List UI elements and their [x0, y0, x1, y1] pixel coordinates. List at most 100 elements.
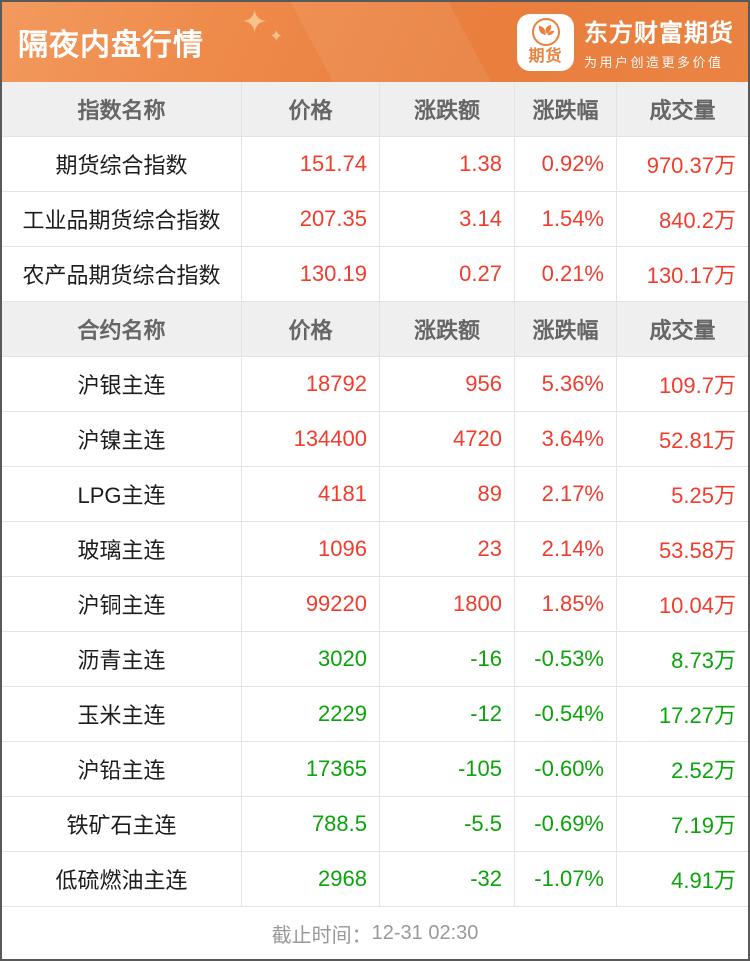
cutoff-time: 截止时间： 12-31 02:30	[2, 907, 748, 959]
contract-name-cell: 沥青主连	[77, 648, 166, 673]
volume-cell: 10.04万	[616, 577, 748, 631]
price-cell: 134400	[241, 412, 379, 466]
volume-cell: 109.7万	[616, 357, 748, 411]
volume-cell: 4.91万	[616, 852, 748, 906]
volume-cell: 52.81万	[616, 412, 748, 466]
table-row: 玉米主连 2229 -12 -0.54% 17.27万	[2, 687, 748, 742]
pct-cell: -1.07%	[514, 852, 616, 906]
pct-cell: 5.36%	[514, 357, 616, 411]
sparkle-icon: ✦	[242, 6, 268, 39]
table-row: 沪银主连 18792 956 5.36% 109.7万	[2, 357, 748, 412]
change-cell: 23	[379, 522, 514, 576]
price-cell: 207.35	[241, 192, 379, 246]
cutoff-time-label: 截止时间：	[271, 924, 372, 947]
pct-cell: 0.21%	[514, 247, 616, 301]
price-cell: 130.19	[241, 247, 379, 301]
table-row: 低硫燃油主连 2968 -32 -1.07% 4.91万	[2, 852, 748, 907]
page-title: 隔夜内盘行情	[18, 29, 204, 62]
col-header-name: 合约名称	[77, 318, 166, 343]
change-cell: 0.27	[379, 247, 514, 301]
change-cell: -105	[379, 742, 514, 796]
volume-cell: 53.58万	[616, 522, 748, 576]
col-header-change: 涨跌额	[379, 82, 514, 136]
price-cell: 2968	[241, 852, 379, 906]
volume-cell: 7.19万	[616, 797, 748, 851]
col-header-change: 涨跌额	[379, 302, 514, 356]
table-row: 沥青主连 3020 -16 -0.53% 8.73万	[2, 632, 748, 687]
volume-cell: 2.52万	[616, 742, 748, 796]
sparkle-icon: ✦	[270, 28, 283, 45]
volume-cell: 130.17万	[616, 247, 748, 301]
price-cell: 18792	[241, 357, 379, 411]
contract-name-cell: LPG主连	[77, 483, 166, 508]
price-cell: 1096	[241, 522, 379, 576]
col-header-pct: 涨跌幅	[514, 82, 616, 136]
price-cell: 2229	[241, 687, 379, 741]
table-row: 期货综合指数 151.74 1.38 0.92% 970.37万	[2, 137, 748, 192]
change-cell: -32	[379, 852, 514, 906]
brand-name: 东方财富期货	[584, 20, 734, 47]
pct-cell: -0.54%	[514, 687, 616, 741]
pct-cell: 0.92%	[514, 137, 616, 191]
table-row: 沪铅主连 17365 -105 -0.60% 2.52万	[2, 742, 748, 797]
price-cell: 99220	[241, 577, 379, 631]
volume-cell: 840.2万	[616, 192, 748, 246]
contract-name-cell: 沪银主连	[77, 373, 166, 398]
volume-cell: 970.37万	[616, 137, 748, 191]
contract-name-cell: 低硫燃油主连	[55, 868, 188, 893]
contract-name-cell: 沪铅主连	[77, 758, 166, 783]
pct-cell: 3.64%	[514, 412, 616, 466]
table-row: 工业品期货综合指数 207.35 3.14 1.54% 840.2万	[2, 192, 748, 247]
contract-name-cell: 玉米主连	[77, 703, 166, 728]
change-cell: -5.5	[379, 797, 514, 851]
pct-cell: -0.60%	[514, 742, 616, 796]
index-name-cell: 期货综合指数	[55, 153, 188, 178]
pct-cell: 1.54%	[514, 192, 616, 246]
index-name-cell: 农产品期货综合指数	[22, 263, 221, 288]
table-row: LPG主连 4181 89 2.17% 5.25万	[2, 467, 748, 522]
change-cell: 956	[379, 357, 514, 411]
table-row: 沪铜主连 99220 1800 1.85% 10.04万	[2, 577, 748, 632]
table-header-indices: 指数名称 价格 涨跌额 涨跌幅 成交量	[2, 82, 748, 137]
change-cell: 4720	[379, 412, 514, 466]
fan-icon	[531, 17, 560, 46]
contract-name-cell: 玻璃主连	[77, 538, 166, 563]
futures-badge-icon: 期货	[517, 13, 574, 71]
col-header-volume: 成交量	[616, 302, 748, 356]
volume-cell: 17.27万	[616, 687, 748, 741]
pct-cell: -0.53%	[514, 632, 616, 686]
col-header-volume: 成交量	[616, 82, 748, 136]
change-cell: -16	[379, 632, 514, 686]
cutoff-time-value: 12-31 02:30	[371, 921, 479, 944]
contract-name-cell: 沪铜主连	[77, 593, 166, 618]
index-name-cell: 工业品期货综合指数	[22, 208, 221, 233]
table-row: 铁矿石主连 788.5 -5.5 -0.69% 7.19万	[2, 797, 748, 852]
pct-cell: 2.17%	[514, 467, 616, 521]
change-cell: -12	[379, 687, 514, 741]
col-header-price: 价格	[241, 302, 379, 356]
col-header-name: 指数名称	[77, 98, 166, 123]
contract-name-cell: 铁矿石主连	[66, 813, 177, 838]
badge-label: 期货	[528, 47, 563, 65]
change-cell: 1800	[379, 577, 514, 631]
change-cell: 1.38	[379, 137, 514, 191]
price-cell: 3020	[241, 632, 379, 686]
col-header-pct: 涨跌幅	[514, 302, 616, 356]
table-row: 玻璃主连 1096 23 2.14% 53.58万	[2, 522, 748, 577]
volume-cell: 8.73万	[616, 632, 748, 686]
brand-text: 东方财富期货 为用户创造更多价值	[584, 13, 734, 71]
change-cell: 89	[379, 467, 514, 521]
change-cell: 3.14	[379, 192, 514, 246]
col-header-price: 价格	[241, 82, 379, 136]
table-header-contracts: 合约名称 价格 涨跌额 涨跌幅 成交量	[2, 302, 748, 357]
table-row: 农产品期货综合指数 130.19 0.27 0.21% 130.17万	[2, 247, 748, 302]
pct-cell: 1.85%	[514, 577, 616, 631]
price-cell: 151.74	[241, 137, 379, 191]
contract-name-cell: 沪镍主连	[77, 428, 166, 453]
quotes-table: 指数名称 价格 涨跌额 涨跌幅 成交量 期货综合指数 151.74 1.38 0…	[2, 82, 748, 907]
pct-cell: -0.69%	[514, 797, 616, 851]
pct-cell: 2.14%	[514, 522, 616, 576]
price-cell: 788.5	[241, 797, 379, 851]
price-cell: 17365	[241, 742, 379, 796]
